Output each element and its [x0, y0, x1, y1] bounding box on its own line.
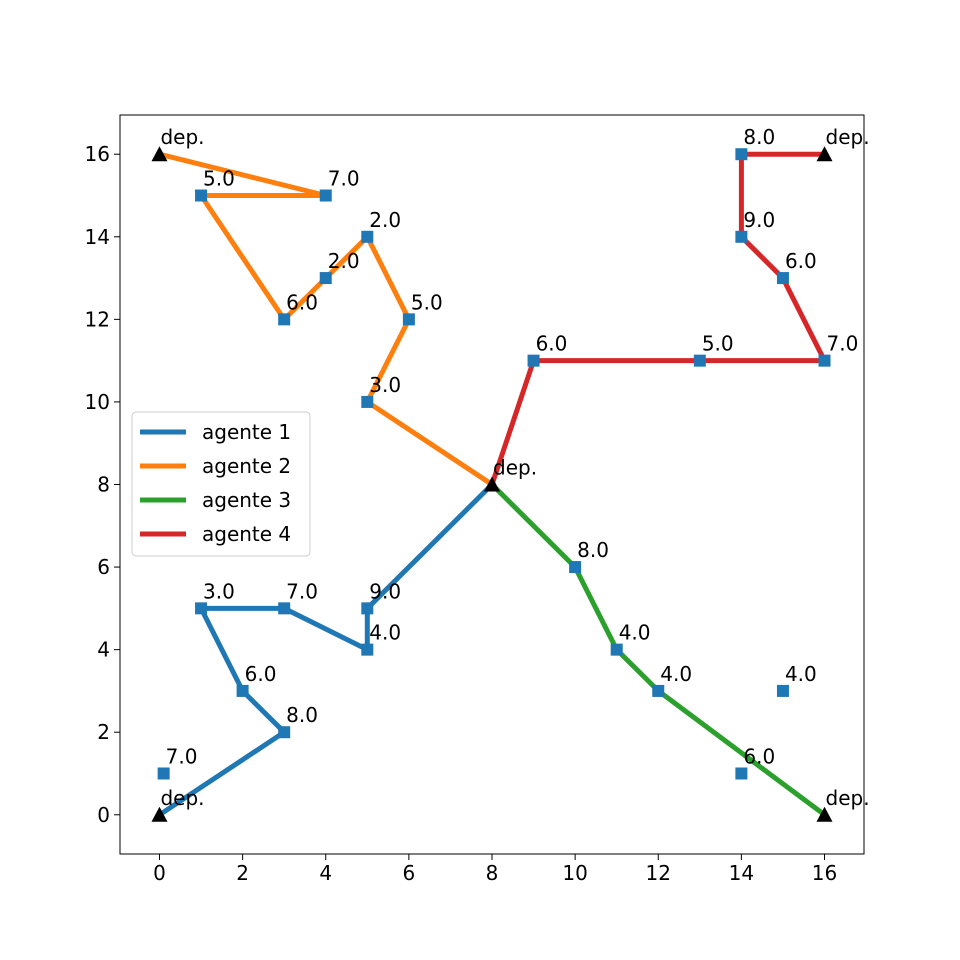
node-marker — [278, 313, 291, 326]
legend-box — [131, 411, 311, 557]
legend-label-agente-4: agente 4 — [202, 522, 291, 546]
node-marker — [402, 313, 415, 326]
x-tick-label: 6 — [403, 861, 416, 885]
node-label: 8.0 — [286, 703, 318, 727]
legend: agente 1 agente 2 agente 3 agente 4 — [131, 411, 311, 557]
node-marker — [527, 354, 540, 367]
node-marker — [735, 148, 748, 161]
node-label: 3.0 — [203, 579, 235, 603]
depot-marker — [484, 476, 500, 492]
x-tick-label: 14 — [729, 861, 754, 885]
node-marker — [569, 561, 582, 574]
legend-label-agente-1: agente 1 — [202, 420, 291, 444]
node-marker — [278, 726, 291, 739]
node-label: 4.0 — [369, 621, 401, 645]
node-label: 7.0 — [166, 744, 198, 768]
y-tick-label: 12 — [85, 307, 110, 331]
node-label: 4.0 — [619, 621, 651, 645]
node-label: 7.0 — [328, 167, 360, 191]
node-marker — [195, 602, 208, 615]
node-marker — [818, 354, 831, 367]
node-label: 4.0 — [660, 662, 692, 686]
node-label: 6.0 — [536, 332, 568, 356]
axes-layer: 0 2 4 6 8 10 12 14 16 0 2 4 6 8 10 12 14 16 — [85, 114, 865, 885]
node-label: 9.0 — [743, 208, 775, 232]
node-marker — [693, 354, 706, 367]
x-tick-label: 8 — [486, 861, 499, 885]
node-label: 9.0 — [369, 579, 401, 603]
node-label: 4.0 — [785, 662, 817, 686]
node-marker — [776, 272, 789, 285]
node-label: 5.0 — [411, 290, 443, 314]
node-marker — [195, 189, 208, 202]
node-label: 6.0 — [743, 744, 775, 768]
depot-label: dep. — [826, 125, 870, 149]
markers-layer — [151, 146, 833, 822]
node-label: 8.0 — [743, 125, 775, 149]
node-marker — [361, 230, 374, 243]
node-label: 8.0 — [577, 538, 609, 562]
node-marker — [361, 602, 374, 615]
series-line-agente-1 — [156, 480, 496, 819]
depot-marker — [151, 146, 168, 162]
node-marker — [361, 643, 374, 656]
node-marker — [735, 767, 748, 780]
node-label: 2.0 — [328, 249, 360, 273]
y-tick-label: 2 — [97, 720, 110, 744]
y-tick-label: 16 — [85, 142, 110, 166]
depot-marker — [816, 806, 833, 822]
y-tick-label: 8 — [97, 473, 110, 497]
y-tick-label: 14 — [85, 225, 110, 249]
node-label: 6.0 — [785, 249, 817, 273]
x-tick-label: 10 — [562, 861, 587, 885]
node-label: 6.0 — [245, 662, 277, 686]
node-label: 6.0 — [286, 290, 318, 314]
y-tick-label: 10 — [85, 390, 110, 414]
x-tick-label: 2 — [236, 861, 249, 885]
y-tick-label: 0 — [97, 803, 110, 827]
depot-label: dep. — [826, 786, 870, 810]
node-marker — [236, 684, 249, 697]
depot-marker — [151, 806, 168, 822]
labels-layer: 7.0 8.0 6.0 3.0 7.0 4.0 9.0 3.0 5.0 2.0 2.0 6.0 5.0 7… — [160, 125, 869, 810]
node-label: 2.0 — [369, 208, 401, 232]
legend-label-agente-2: agente 2 — [202, 454, 291, 478]
node-marker — [278, 602, 291, 615]
node-label: 7.0 — [286, 579, 318, 603]
depot-label: dep. — [160, 125, 204, 149]
node-label: 5.0 — [203, 167, 235, 191]
y-tick-label: 6 — [97, 555, 110, 579]
node-marker — [652, 684, 665, 697]
x-tick-label: 4 — [319, 861, 332, 885]
depot-marker — [816, 146, 833, 162]
x-tick-label: 16 — [812, 861, 837, 885]
node-marker — [157, 767, 170, 780]
node-marker — [776, 684, 789, 697]
node-label: 3.0 — [369, 373, 401, 397]
y-tick-label: 4 — [97, 638, 110, 662]
node-marker — [319, 189, 332, 202]
node-marker — [319, 272, 332, 285]
node-label: 7.0 — [827, 332, 859, 356]
node-marker — [735, 230, 748, 243]
x-tick-label: 0 — [153, 861, 166, 885]
legend-label-agente-3: agente 3 — [202, 488, 291, 512]
node-marker — [361, 395, 374, 408]
node-label: 5.0 — [702, 332, 734, 356]
series-line-agente-4 — [488, 151, 827, 488]
depot-label: dep. — [493, 456, 537, 480]
x-tick-label: 12 — [646, 861, 671, 885]
depot-label: dep. — [160, 786, 204, 810]
node-marker — [610, 643, 623, 656]
